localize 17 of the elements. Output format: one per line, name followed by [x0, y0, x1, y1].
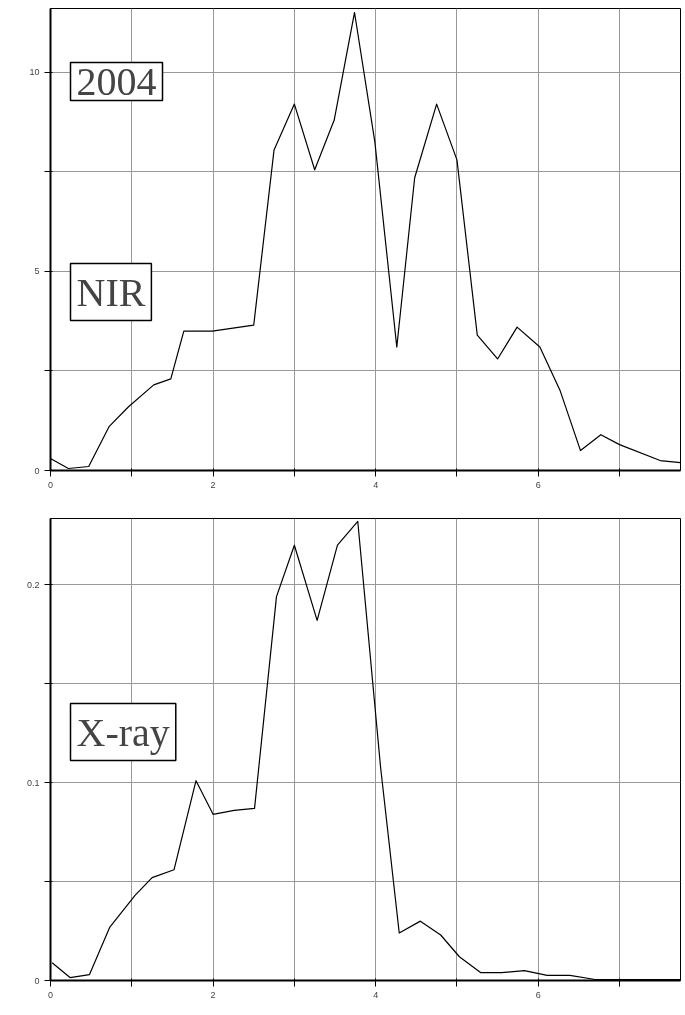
- annotation: X-ray: [76, 709, 170, 755]
- annotation: 2004: [76, 58, 157, 104]
- x-tick-label: 6: [535, 989, 541, 1000]
- x-tick-label: 0: [48, 989, 54, 1000]
- x-tick-label: 0: [48, 479, 54, 490]
- y-tick-label: 5: [34, 266, 40, 277]
- x-tick-label: 6: [535, 479, 541, 490]
- x-tick-label: 2: [210, 479, 216, 490]
- y-tick-label: 0: [34, 975, 40, 986]
- y-tick-label: 10: [29, 67, 40, 78]
- y-tick-label: 0.2: [26, 579, 40, 590]
- x-tick-label: 2: [210, 989, 216, 1000]
- annotation: NIR: [76, 269, 146, 315]
- x-tick-label: 4: [373, 989, 379, 1000]
- y-tick-label: 0: [34, 465, 40, 476]
- x-tick-label: 4: [373, 479, 379, 490]
- y-tick-label: 0.1: [26, 777, 40, 788]
